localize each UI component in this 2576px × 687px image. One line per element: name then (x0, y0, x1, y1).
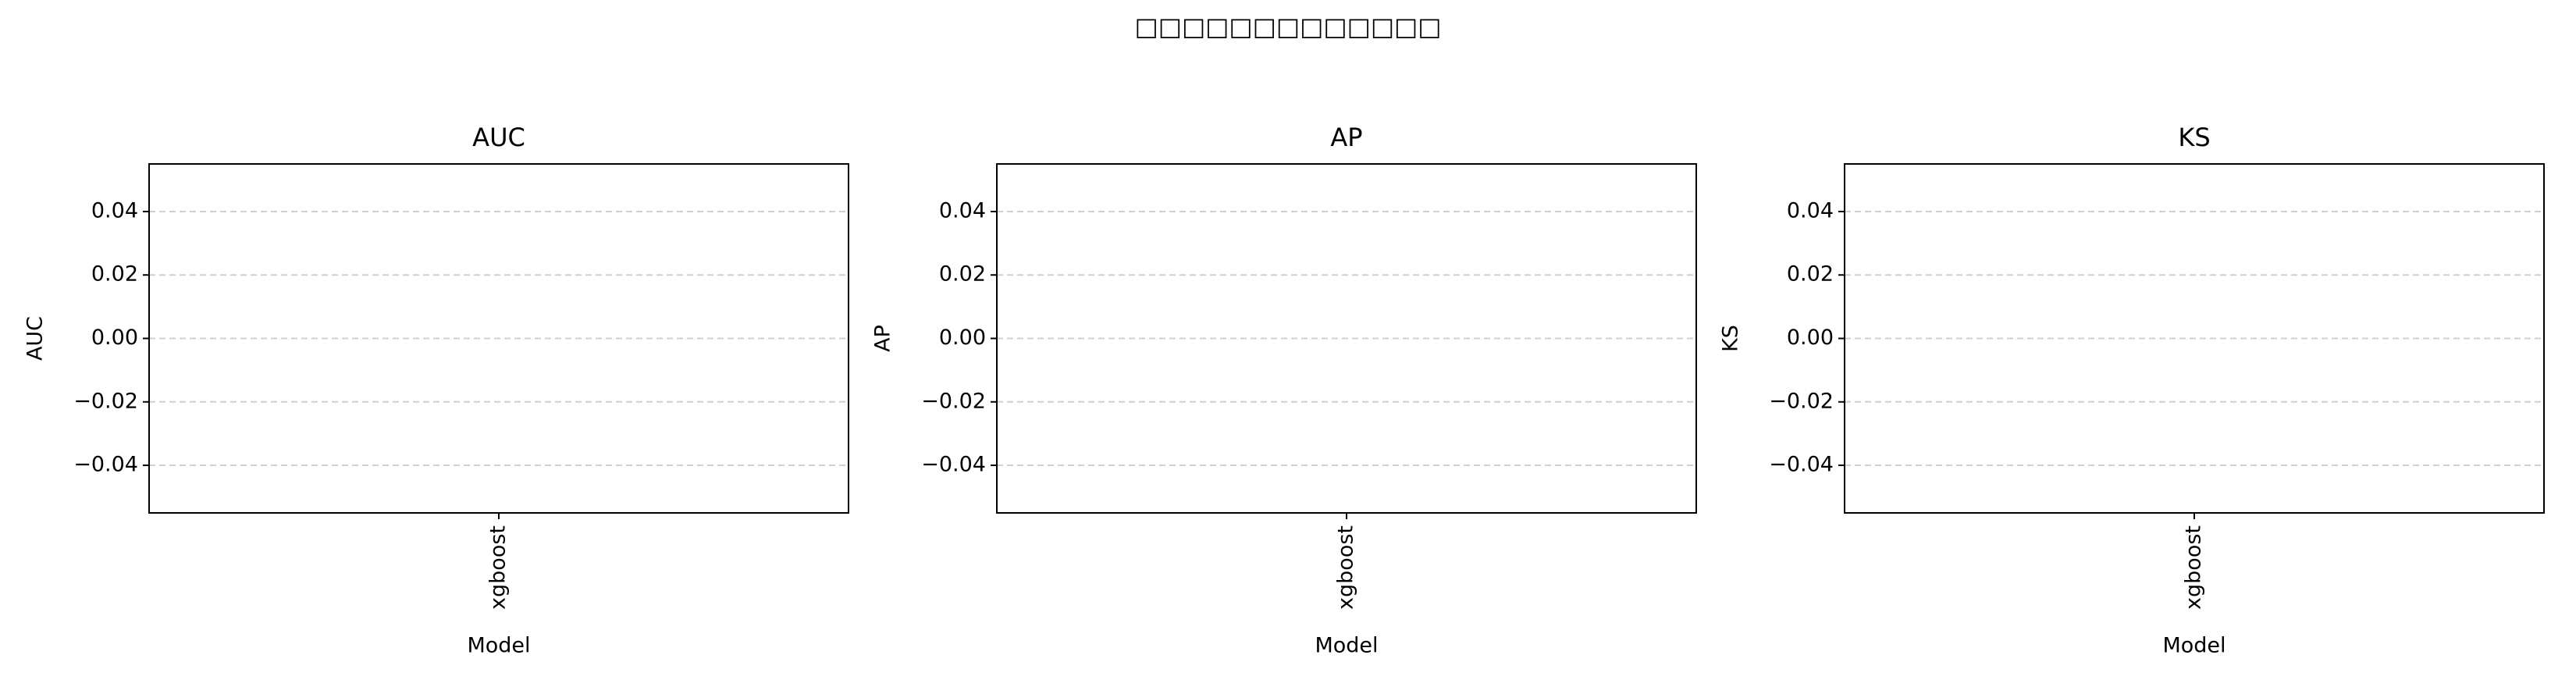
y-axis-label: AUC (23, 316, 48, 361)
y-tick-label: 0.04 (91, 198, 138, 222)
x-axis-label: Model (2162, 634, 2226, 658)
axes-frame (1844, 163, 2545, 514)
y-tick-label: −0.02 (921, 389, 986, 413)
y-tick-label: −0.04 (73, 453, 138, 477)
axes-frame (996, 163, 1697, 514)
y-tick-label: 0.04 (939, 198, 986, 222)
figure-title: □□□□□□□□□□□□□ (1134, 12, 1441, 41)
x-axis-label: Model (1315, 634, 1378, 658)
y-tick-label: −0.02 (73, 389, 138, 413)
y-tick-label: 0.00 (91, 326, 138, 350)
y-axis-label: AP (871, 325, 895, 352)
y-axis-label: KS (1719, 325, 1743, 352)
axes-frame (148, 163, 849, 514)
x-tick-label: xgboost (1334, 525, 1358, 610)
subplot-title: AUC (472, 123, 525, 152)
y-tick-label: −0.04 (921, 453, 986, 477)
y-tick-label: 0.02 (939, 262, 986, 287)
subplot-title: KS (2178, 123, 2210, 152)
x-axis-label: Model (467, 634, 530, 658)
x-tick-label: xgboost (2182, 525, 2206, 610)
y-tick-label: 0.04 (1787, 198, 1834, 222)
subplot-title: AP (1330, 123, 1362, 152)
y-tick-label: 0.00 (1787, 326, 1834, 350)
y-tick-label: −0.02 (1769, 389, 1834, 413)
x-tick-label: xgboost (486, 525, 511, 610)
y-tick-label: 0.00 (939, 326, 986, 350)
y-tick-label: 0.02 (1787, 262, 1834, 287)
y-tick-label: −0.04 (1769, 453, 1834, 477)
y-tick-label: 0.02 (91, 262, 138, 287)
